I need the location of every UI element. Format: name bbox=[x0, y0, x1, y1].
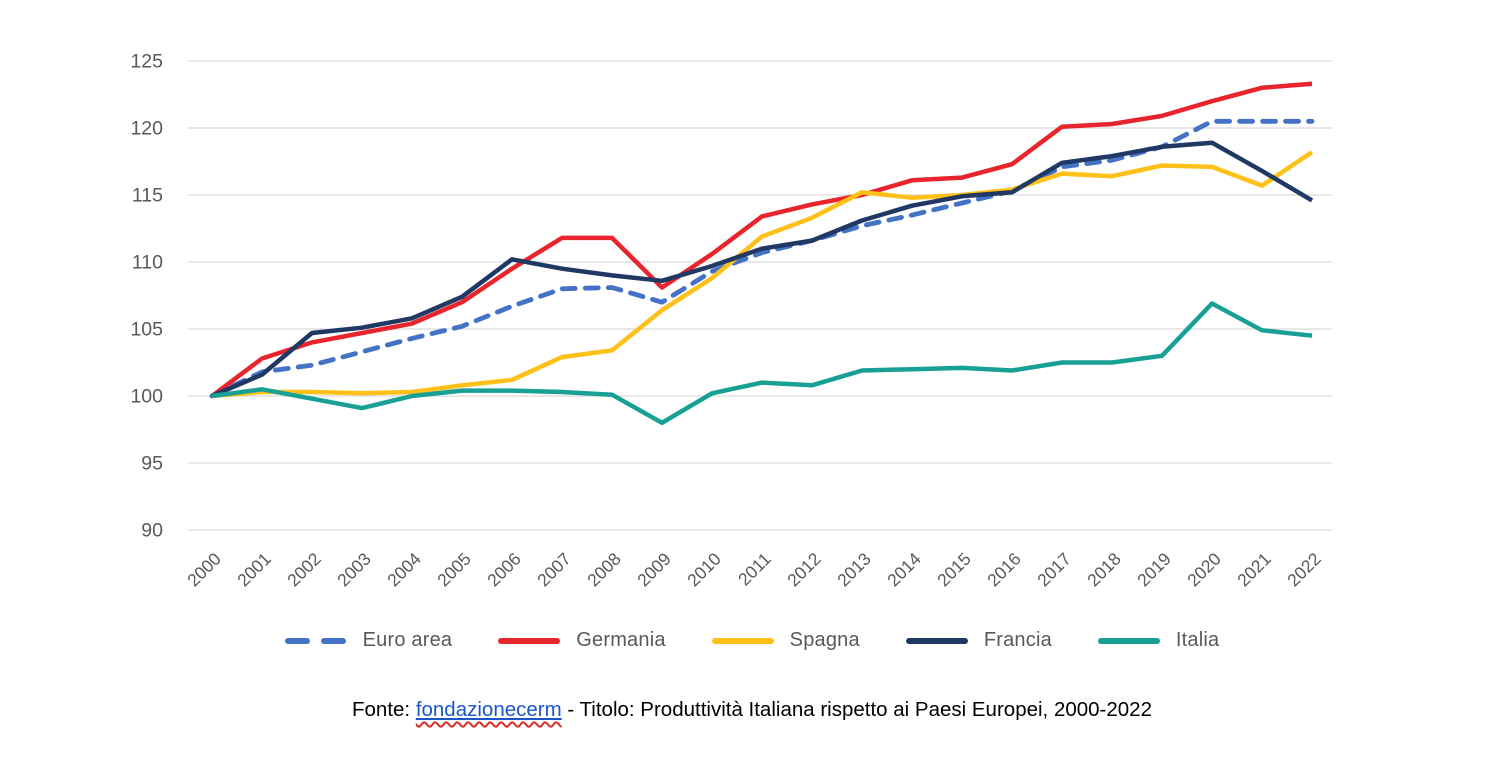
legend-swatch-euro-area bbox=[284, 637, 347, 644]
caption-title-text: - Titolo: Produttività Italiana rispetto… bbox=[561, 698, 1152, 721]
legend-swatch-italia bbox=[1097, 637, 1160, 644]
legend-label-spagna: Spagna bbox=[789, 629, 860, 651]
legend-item-germania: Germania bbox=[498, 629, 665, 652]
x-tick-2007: 2007 bbox=[533, 549, 575, 591]
legend-item-francia: Francia bbox=[905, 629, 1052, 652]
y-tick-100: 100 bbox=[130, 386, 163, 408]
x-tick-2009: 2009 bbox=[633, 549, 675, 591]
y-tick-115: 115 bbox=[132, 185, 163, 207]
x-tick-2005: 2005 bbox=[433, 549, 475, 591]
y-tick-120: 120 bbox=[130, 118, 163, 140]
series-line-italia bbox=[211, 301, 1313, 426]
x-tick-2008: 2008 bbox=[583, 549, 625, 591]
x-tick-2014: 2014 bbox=[883, 549, 925, 591]
x-tick-2003: 2003 bbox=[333, 549, 375, 591]
source-caption: Fonte: fondazionecerm - Titolo: Produtti… bbox=[0, 698, 1504, 722]
x-tick-2017: 2017 bbox=[1033, 549, 1075, 591]
x-tick-2010: 2010 bbox=[683, 549, 725, 591]
legend-item-italia: Italia bbox=[1097, 629, 1220, 652]
legend-label-italia: Italia bbox=[1175, 629, 1220, 651]
fondazionecerm-link-text[interactable]: fondazionecerm bbox=[415, 698, 562, 721]
legend-item-spagna: Spagna bbox=[711, 629, 860, 652]
y-tick-95: 95 bbox=[141, 453, 163, 475]
x-tick-2004: 2004 bbox=[383, 549, 425, 591]
x-tick-2018: 2018 bbox=[1083, 549, 1125, 591]
legend-swatch-francia bbox=[905, 637, 968, 644]
x-tick-2020: 2020 bbox=[1183, 549, 1225, 591]
x-tick-2015: 2015 bbox=[933, 549, 975, 591]
y-tick-90: 90 bbox=[141, 520, 163, 542]
y-tick-125: 125 bbox=[130, 51, 163, 73]
x-tick-2022: 2022 bbox=[1283, 549, 1325, 591]
legend-swatch-spagna bbox=[711, 637, 774, 644]
y-tick-105: 105 bbox=[130, 319, 163, 341]
legend-swatch-germania bbox=[498, 637, 561, 644]
series-line-euro-area bbox=[209, 118, 1315, 399]
x-tick-2011: 2011 bbox=[734, 549, 775, 590]
legend-item-euro-area: Euro area bbox=[284, 629, 453, 652]
x-tick-2012: 2012 bbox=[783, 549, 825, 591]
x-tick-2021: 2021 bbox=[1233, 549, 1275, 591]
x-tick-2016: 2016 bbox=[983, 549, 1025, 591]
x-tick-2006: 2006 bbox=[483, 549, 525, 591]
series-line-spagna bbox=[211, 150, 1314, 399]
legend-label-germania: Germania bbox=[576, 629, 666, 651]
x-tick-2013: 2013 bbox=[833, 549, 875, 591]
chart-legend: Euro area Germania Spagna Francia Italia bbox=[0, 629, 1504, 652]
fondazionecerm-link[interactable]: fondazionecerm bbox=[416, 698, 562, 721]
caption-source-label: Fonte: bbox=[352, 698, 416, 721]
legend-label-euro-area: Euro area bbox=[362, 629, 453, 651]
legend-label-francia: Francia bbox=[983, 629, 1052, 651]
x-tick-2000: 2000 bbox=[183, 549, 225, 591]
x-tick-2002: 2002 bbox=[283, 549, 325, 591]
y-tick-110: 110 bbox=[132, 252, 163, 274]
x-tick-2019: 2019 bbox=[1133, 549, 1175, 591]
series-line-francia bbox=[211, 140, 1314, 399]
series-line-germania bbox=[210, 81, 1313, 398]
x-tick-2001: 2001 bbox=[233, 549, 275, 591]
